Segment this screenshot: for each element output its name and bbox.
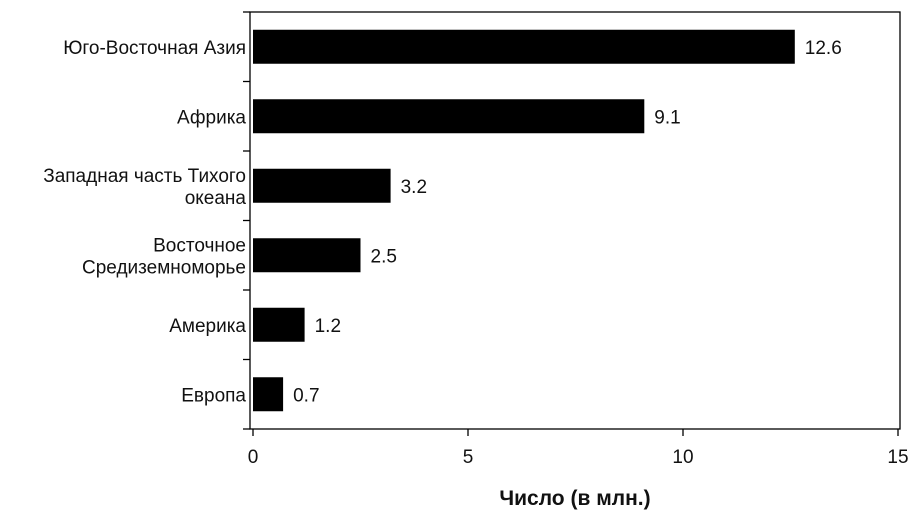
bar [253,168,391,203]
x-tick-label: 5 [463,447,474,468]
category-label-line: Африка [177,107,246,128]
value-label: 3.2 [401,177,427,198]
bar [253,99,645,134]
category-label: Африка [177,107,246,128]
x-tick-label: 0 [248,447,259,468]
x-ticks-group: 0 5 10 15 [248,429,909,468]
x-tick-label: 10 [672,447,693,468]
value-label: 0.7 [293,385,319,406]
y-ticks-group [243,11,250,430]
category-label-line: Юго-Восточная Азия [63,38,246,59]
plot-frame [249,11,901,430]
category-label-line: Америка [169,316,246,337]
category-label-line: Европа [181,385,246,406]
value-label: 2.5 [371,246,397,267]
bar [253,238,361,273]
category-labels-group: Юго-Восточная Азия Африка Западная часть Т… [43,38,246,407]
bar [253,377,284,412]
category-label: Восточное Средиземноморье [82,235,246,278]
category-label: Западная часть Тихого океана [43,166,246,209]
value-labels-group: 12.6 9.1 3.2 2.5 1.2 0.7 [293,38,842,407]
bar [253,29,795,64]
category-label-line: Восточное [153,235,246,256]
value-label: 9.1 [654,107,680,128]
category-label-line: Западная часть Тихого [43,166,246,187]
category-label-line: Средиземноморье [82,257,246,278]
value-label: 1.2 [315,316,341,337]
value-label: 12.6 [805,38,842,59]
x-tick-label: 15 [887,447,908,468]
x-axis-title: Число (в млн.) [499,487,650,510]
bar [253,307,305,342]
category-label: Юго-Восточная Азия [63,38,246,59]
category-label: Европа [181,385,246,406]
bars-group [253,29,795,412]
category-label: Америка [169,316,246,337]
category-label-line: океана [185,188,247,209]
